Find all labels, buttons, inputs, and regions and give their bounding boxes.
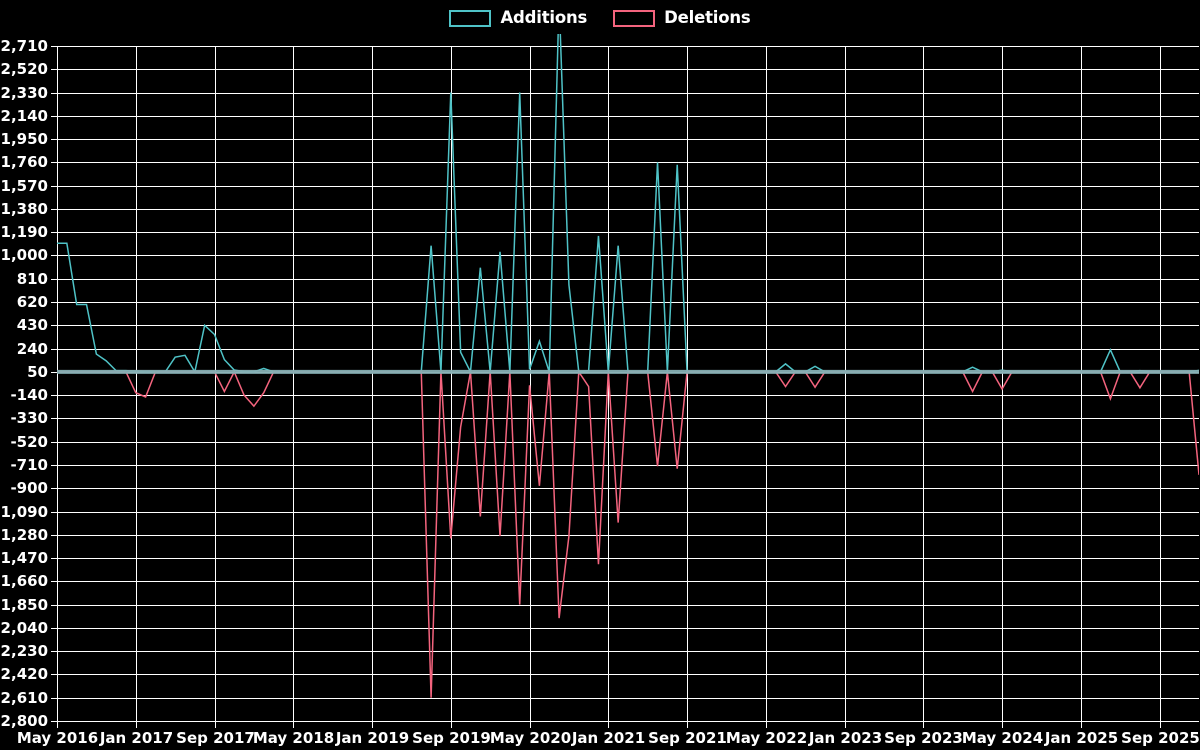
y-tick-label: 430 [17,316,48,334]
y-tick-label: 1,950 [1,130,48,148]
y-tick-label: 2,140 [1,107,48,125]
y-axis-labels: 2,710 2,520 2,330 2,140 1,950 1,760 1,570 1,380… [0,37,48,730]
data-series [57,34,1199,698]
y-tick-label: 1,380 [1,200,48,218]
x-tick-label: Sep 2019 [412,729,491,747]
legend-swatch-additions [449,9,492,27]
y-tick-label: -2,800 [0,712,48,730]
y-tick-label: -1,470 [0,549,48,567]
x-tick-label: Sep 2025 [1121,729,1200,747]
y-tick-label: -1,090 [0,503,48,521]
x-tick-label: May 2018 [253,729,334,747]
y-tick-label: -710 [10,456,48,474]
x-tick-label: Sep 2023 [884,729,963,747]
x-tick-label: Jan 2019 [335,729,409,747]
legend-label-additions: Additions [500,7,588,27]
y-tick-label: -2,040 [0,619,48,637]
y-tick-label: 810 [17,270,48,288]
y-tick-label: 2,520 [1,60,48,78]
gridlines [51,45,1199,728]
legend-label-deletions: Deletions [664,7,751,27]
legend-item-deletions[interactable]: Deletions [613,7,751,27]
y-tick-label: -2,230 [0,642,48,660]
x-tick-label: May 2022 [726,729,807,747]
y-tick-label: -900 [10,479,48,497]
x-tick-label: Sep 2021 [648,729,727,747]
y-tick-label: -1,850 [0,596,48,614]
y-tick-label: -140 [10,386,48,404]
y-tick-label: 1,190 [1,223,48,241]
x-tick-label: Jan 2021 [571,729,645,747]
series-line-deletions [57,369,1199,698]
x-tick-label: Jan 2017 [99,729,173,747]
x-tick-label: Sep 2017 [176,729,255,747]
legend-swatch-deletions [613,9,656,27]
x-tick-label: Jan 2023 [808,729,882,747]
y-tick-label: -1,280 [0,526,48,544]
y-tick-label: -2,610 [0,689,48,707]
y-tick-label: -1,660 [0,572,48,590]
x-tick-label: May 2024 [962,729,1043,747]
y-tick-label: 2,710 [1,37,48,55]
y-tick-label: 1,570 [1,177,48,195]
x-tick-label: Jan 2025 [1044,729,1118,747]
x-tick-label: May 2020 [490,729,571,747]
y-tick-label: 240 [17,340,48,358]
y-tick-label: 2,330 [1,84,48,102]
y-tick-label: 50 [27,363,48,381]
chart-legend: Additions Deletions [0,0,1200,36]
y-tick-label: 620 [17,293,48,311]
legend-item-additions[interactable]: Additions [449,7,588,27]
y-tick-label: -330 [10,409,48,427]
x-tick-label: May 2016 [17,729,98,747]
y-tick-label: 1,760 [1,153,48,171]
y-tick-label: -520 [10,433,48,451]
y-tick-label: -2,420 [0,665,48,683]
y-tick-label: 1,000 [1,246,48,264]
